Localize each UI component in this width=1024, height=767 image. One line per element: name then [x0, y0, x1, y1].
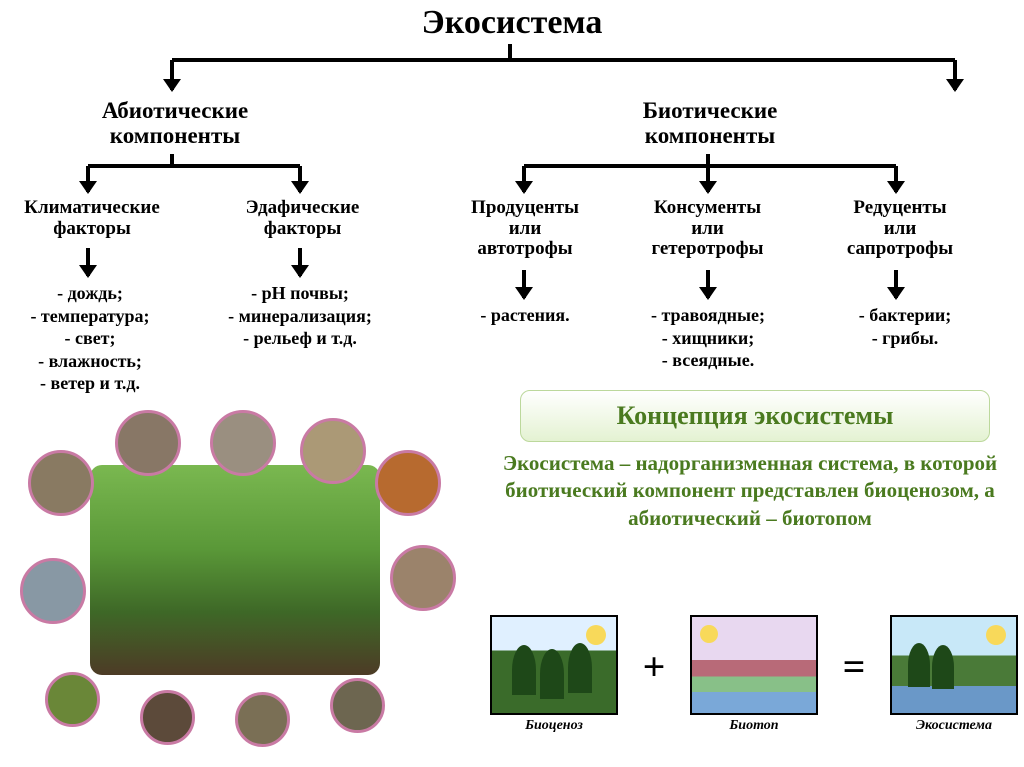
consumers-items: - травоядные;- хищники;- всеядные. [618, 304, 798, 372]
eq-equals: = [839, 643, 870, 690]
ecosystem-label: Экосистема [916, 718, 992, 734]
animal-bubble-jay [20, 558, 86, 624]
producers-heading: Продуценты или автотрофы [440, 198, 610, 260]
eq-biotope: Биотоп [690, 615, 818, 734]
biocenosis-illustration [490, 615, 618, 715]
animal-bubble-leaf [45, 672, 100, 727]
concept-definition-text: Экосистема – надорганизменная система, в… [490, 450, 1010, 532]
biotope-illustration [690, 615, 818, 715]
biocenosis-label: Биоценоз [525, 718, 583, 734]
biotic-line1: Биотические [595, 98, 825, 123]
abiotic-line2: компоненты [60, 123, 290, 148]
animal-bubble-snake [330, 678, 385, 733]
animal-bubble-wolf [210, 410, 276, 476]
ecosystem-equation: Биоценоз + Биотоп = Экосистема [490, 615, 1018, 734]
edaphic-heading: Эдафические факторы [200, 198, 405, 239]
diagram-title: Экосистема [0, 0, 1024, 42]
ecosystem-forest-illustration [20, 410, 450, 740]
ecosystem-illustration [890, 615, 1018, 715]
producers-items: - растения. [440, 304, 610, 327]
biotic-heading: Биотические компоненты [595, 98, 825, 149]
climate-items: - дождь;- температура;- свет;- влажность… [0, 282, 180, 395]
reducers-items: - бактерии;- грибы. [820, 304, 990, 349]
animal-bubble-deer [28, 450, 94, 516]
animal-bubble-mushroom [235, 692, 290, 747]
animal-bubble-hare [390, 545, 456, 611]
eq-plus: + [639, 643, 670, 690]
animal-bubble-ants [300, 418, 366, 484]
biotope-label: Биотоп [729, 718, 778, 734]
consumers-heading: Консументы или гетеротрофы [620, 198, 795, 260]
abiotic-line1: Абиотические [60, 98, 290, 123]
forest-background [90, 465, 380, 675]
eq-biocenosis: Биоценоз [490, 615, 618, 734]
reducers-heading: Редуценты или сапротрофы [815, 198, 985, 260]
abiotic-heading: Абиотические компоненты [60, 98, 290, 149]
climate-heading: Климатические факторы [2, 198, 182, 239]
edaphic-items: - pH почвы;- минерализация;- рельеф и т.… [185, 282, 415, 350]
animal-bubble-squirrel [375, 450, 441, 516]
eq-ecosystem: Экосистема [890, 615, 1018, 734]
animal-bubble-mole [140, 690, 195, 745]
concept-title-box: Концепция экосистемы [520, 390, 990, 442]
biotic-line2: компоненты [595, 123, 825, 148]
animal-bubble-boar [115, 410, 181, 476]
